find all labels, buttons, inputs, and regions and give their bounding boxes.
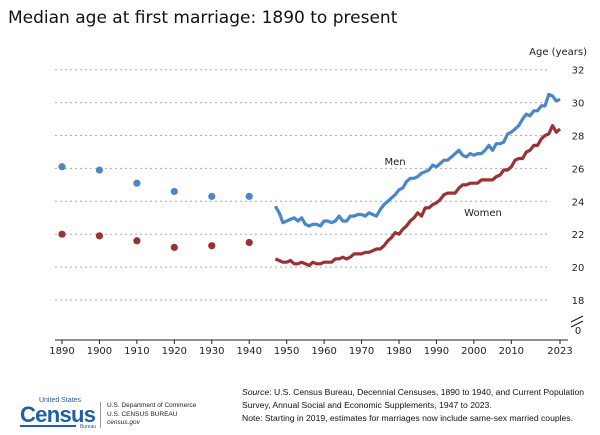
x-tick-label: 1970 — [349, 346, 374, 357]
y-tick-label: 30 — [572, 99, 585, 110]
y-tick-label: 0 — [575, 326, 581, 337]
data-point — [170, 187, 178, 196]
x-tick-label: 1960 — [311, 346, 336, 357]
x-tick-label: 1910 — [124, 346, 149, 357]
census-logo-graphic: United States Census Bureau — [20, 397, 96, 430]
x-tick-label: 2023 — [547, 346, 572, 357]
data-point — [133, 237, 141, 245]
series-line — [274, 92, 561, 228]
y-tick-label: 28 — [572, 132, 585, 143]
y-tick-label: 26 — [572, 164, 585, 175]
x-tick-label: 2000 — [461, 346, 486, 357]
axis-break-icon — [570, 315, 584, 328]
bureau-name: U.S. CENSUS BUREAU — [107, 410, 178, 418]
data-point — [58, 230, 66, 238]
series-men: Men — [58, 92, 561, 228]
series-line — [274, 123, 562, 268]
svg-text:Bureau: Bureau — [80, 424, 96, 430]
x-tick-label: 1920 — [162, 346, 187, 357]
note-text: Note: Starting in 2019, estimates for ma… — [242, 413, 574, 423]
x-tick-label: 1950 — [274, 346, 299, 357]
source-note: Source: U.S. Census Bureau, Decennial Ce… — [242, 386, 600, 425]
y-tick-label: 18 — [572, 296, 585, 307]
x-tick-label: 1900 — [87, 346, 112, 357]
y-tick-label: 22 — [572, 230, 585, 241]
data-point — [58, 163, 66, 171]
data-point — [95, 232, 104, 240]
y-tick-label: 24 — [572, 197, 585, 208]
source-text: : U.S. Census Bureau, Decennial Censuses… — [242, 387, 585, 410]
data-point — [245, 238, 253, 247]
census-link[interactable]: census.gov — [107, 419, 140, 426]
x-tick-label: 1890 — [49, 346, 74, 357]
y-tick-label: 20 — [572, 263, 585, 274]
chart-title: Median age at first marriage: 1890 to pr… — [8, 8, 398, 28]
x-tick-label: 1930 — [199, 346, 224, 357]
series-women: Women — [58, 123, 562, 268]
x-tick-label: 1980 — [386, 346, 411, 357]
data-point — [245, 192, 253, 200]
data-point — [170, 243, 178, 251]
series-label: Women — [464, 208, 502, 219]
series-label: Men — [384, 157, 405, 168]
svg-text:United States: United States — [39, 397, 82, 404]
line-chart: Age (years) 0 18 20 22 24 26 28 30 32 1890 1900 1910… — [49, 47, 587, 357]
data-point — [208, 242, 216, 250]
y-tick-label: 32 — [572, 66, 585, 77]
x-tick-label: 1940 — [236, 346, 261, 357]
data-point — [208, 192, 216, 200]
data-point — [133, 179, 141, 187]
x-tick-label: 1990 — [424, 346, 449, 357]
source-label: Source — [242, 387, 270, 397]
data-point — [95, 166, 104, 174]
dept-name: U.S. Department of Commerce — [107, 402, 197, 409]
x-tick-label: 2010 — [499, 346, 524, 357]
department-info: U.S. Department of Commerce U.S. CENSUS … — [100, 402, 196, 428]
svg-text:Census: Census — [20, 402, 96, 427]
y-axis-label: Age (years) — [529, 47, 587, 58]
